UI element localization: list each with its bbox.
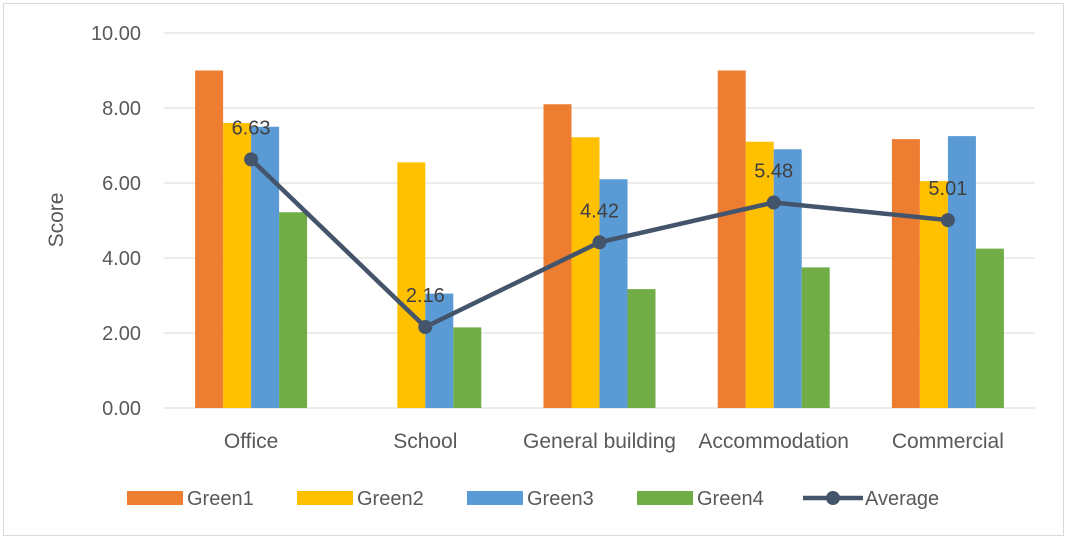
legend-label: Average: [865, 488, 939, 510]
average-data-label: 2.16: [406, 285, 445, 307]
x-category-label: Office: [224, 430, 278, 453]
bar-green2-1: [397, 162, 426, 408]
legend-swatch-green4: [637, 491, 693, 505]
legend-swatch-green2: [297, 491, 353, 505]
y-axis-ticks: 0.00 2.00 4.00 6.00 8.00 10.00: [91, 23, 141, 420]
data-labels: 6.63 2.16 4.42 5.48 5.01: [232, 117, 968, 307]
bar-green1-4: [891, 139, 920, 408]
legend-marker-average: [826, 491, 840, 505]
bar-green4-0: [279, 212, 308, 408]
average-data-label: 6.63: [232, 117, 271, 139]
average-data-label: 4.42: [580, 200, 619, 222]
bar-green4-3: [801, 267, 830, 408]
x-category-label: Accommodation: [698, 430, 849, 453]
average-point-2: [592, 235, 607, 250]
legend-label: Green4: [697, 488, 764, 510]
bar-green3-0: [251, 126, 280, 408]
bar-green3-4: [947, 136, 976, 408]
x-category-label: Commercial: [892, 430, 1004, 453]
gridlines: [164, 32, 1035, 409]
bar-green4-1: [453, 327, 482, 408]
legend-swatch-green1: [127, 491, 183, 505]
bar-green3-3: [773, 149, 802, 408]
bar-green3-1: [425, 293, 454, 408]
bar-green2-0: [223, 123, 252, 408]
y-tick-label: 10.00: [91, 23, 141, 45]
y-tick-label: 0.00: [102, 398, 141, 420]
x-category-label: General building: [523, 430, 676, 453]
average-point-3: [766, 195, 781, 210]
average-data-label: 5.01: [928, 178, 967, 200]
legend-swatch-green3: [467, 491, 523, 505]
bar-green1-0: [195, 70, 224, 408]
average-data-label: 5.48: [754, 161, 793, 183]
bar-green4-2: [627, 289, 656, 408]
x-axis-categories: Office School General building Accommodatio…: [224, 430, 1004, 453]
average-point-4: [940, 213, 955, 228]
y-tick-label: 4.00: [102, 248, 141, 270]
average-line: [244, 152, 955, 334]
bar-green2-3: [745, 141, 774, 408]
y-tick-label: 2.00: [102, 323, 141, 345]
bar-green1-3: [717, 70, 746, 408]
bar-green4-4: [975, 248, 1004, 408]
y-axis-label: Score: [45, 193, 68, 248]
legend-label: Green3: [527, 488, 594, 510]
bars: [195, 70, 1004, 408]
legend-label: Green2: [357, 488, 424, 510]
chart-frame: [3, 3, 1064, 536]
average-point-1: [418, 320, 433, 334]
legend-label: Green1: [187, 488, 254, 510]
bar-green3-2: [599, 179, 628, 408]
y-tick-label: 6.00: [102, 173, 141, 195]
average-point-0: [244, 152, 259, 167]
bar-green2-2: [571, 137, 600, 408]
x-category-label: School: [393, 430, 457, 453]
y-tick-label: 8.00: [102, 98, 141, 120]
legend: Green1 Green2 Green3 Green4 Average: [127, 488, 939, 510]
